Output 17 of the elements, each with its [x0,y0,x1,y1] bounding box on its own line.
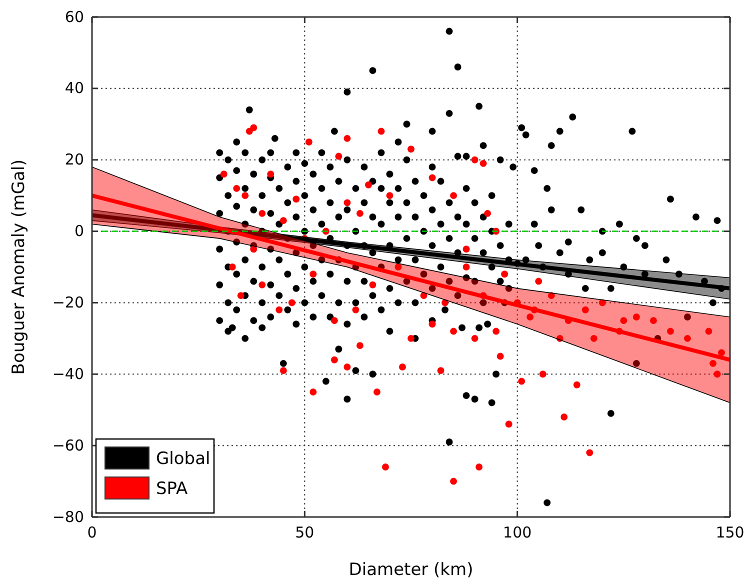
x-tick-label: 100 [503,524,532,542]
y-tick-label: −40 [52,364,84,383]
y-tick-label: 0 [74,222,84,240]
x-tick-label: 50 [295,524,314,542]
y-tick-label: −80 [52,508,84,526]
y-tick-label: −60 [52,436,84,454]
x-axis-title: Diameter (km) [348,560,474,580]
x-tick-label: 150 [716,524,744,542]
legend-label: Global [156,449,210,469]
legend-label: SPA [156,479,188,499]
x-tick-label: 0 [87,524,97,542]
y-tick-label: 40 [64,79,84,98]
line-series [92,194,730,362]
y-tick-label: 60 [64,8,84,26]
y-tick-label: 20 [64,150,84,169]
y-tick-label: −20 [52,294,84,312]
y-axis-title: Bouguer Anomaly (mGal) [9,159,29,375]
